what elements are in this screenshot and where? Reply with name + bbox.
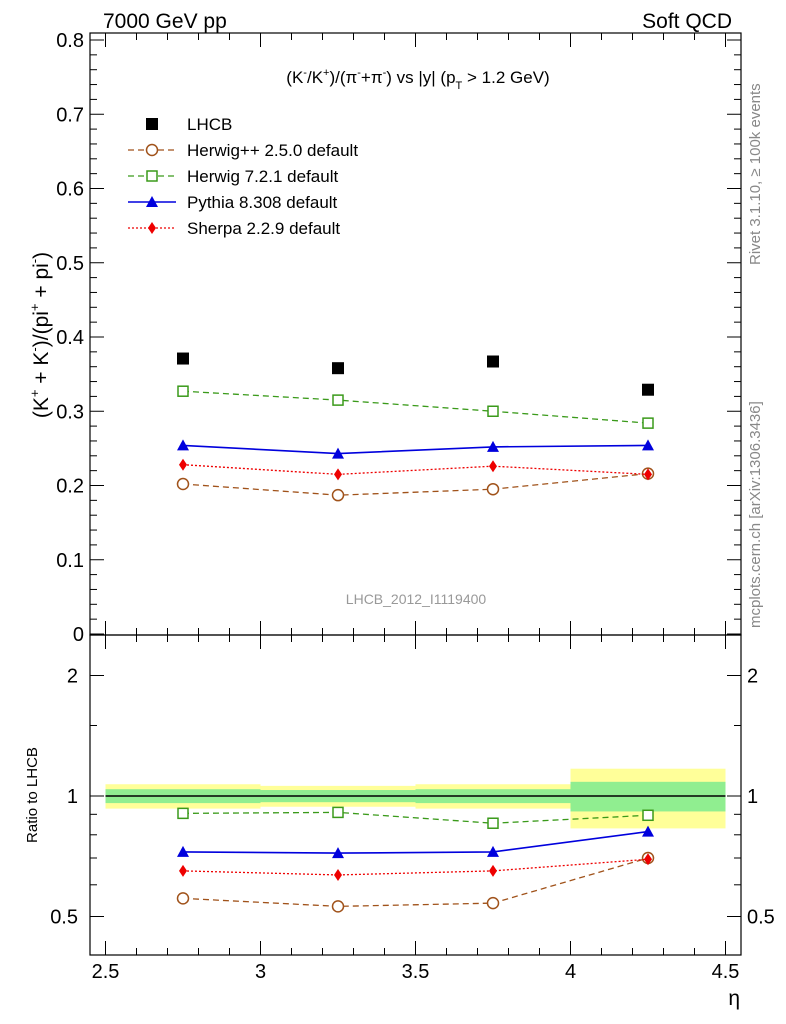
ratio-bands: [105, 768, 726, 829]
legend-label-herwigpp: Herwig++ 2.5.0 default: [187, 141, 358, 160]
ratio-point-herwig7: [177, 807, 189, 820]
y-tick-label: 0.3: [56, 401, 84, 423]
x-tick-label: 4: [565, 961, 576, 983]
ratio-line-sherpa: [182, 858, 649, 876]
ratio-point-sherpa: [334, 868, 342, 881]
data-point-lhcb: [487, 355, 499, 368]
data-point-lhcb: [177, 352, 189, 365]
y-tick-label: 0.1: [56, 550, 84, 572]
data-point-sherpa: [489, 460, 497, 473]
x-tick-label: 3.5: [402, 961, 430, 983]
main-series: [176, 352, 655, 502]
ratio-point-pythia: [642, 825, 654, 837]
x-tick-label: 4.5: [712, 961, 740, 983]
ratio-point-pythia: [487, 845, 499, 857]
y-tick-label: 0.6: [56, 179, 84, 201]
analysis-watermark: LHCB_2012_I1119400: [346, 591, 487, 607]
ratio-point-herwig7: [487, 817, 499, 829]
header-right: Soft QCD: [642, 10, 732, 33]
data-point-herwigpp: [331, 488, 345, 502]
x-axis-label: η: [728, 987, 740, 1010]
data-point-pythia: [332, 447, 344, 459]
data-point-herwigpp: [486, 482, 500, 496]
legend-label-herwig7: Herwig 7.2.1 default: [187, 167, 338, 186]
series-line-sherpa: [182, 464, 649, 476]
ratio-point-herwig7: [642, 809, 654, 822]
data-point-herwig7: [642, 417, 654, 429]
data-point-sherpa: [179, 458, 187, 471]
plot-title: (K-/K+)/(π-+π-) vs |y| (pT > 1.2 GeV): [286, 67, 549, 92]
ratio-point-pythia: [177, 845, 189, 857]
x-tick-label: 2.5: [92, 961, 120, 983]
ratio-point-sherpa: [179, 864, 187, 877]
data-point-sherpa: [644, 468, 652, 481]
y-tick-label: 0: [73, 624, 84, 646]
data-point-pythia: [642, 439, 654, 451]
ratio-y-tick-label: 0.5: [50, 907, 78, 929]
ratio-y-tick-label-right: 0.5: [747, 907, 775, 929]
ratio-line-pythia: [182, 830, 649, 854]
mcplots-label: mcplots.cern.ch [arXiv:1306.3436]: [747, 401, 764, 628]
legend-marker-herwigpp: [145, 143, 159, 157]
series-line-herwigpp: [182, 472, 649, 496]
legend-label-sherpa: Sherpa 2.2.9 default: [187, 219, 340, 238]
ratio-line-herwigpp: [182, 857, 649, 908]
data-point-herwig7: [487, 405, 499, 417]
data-point-sherpa: [334, 468, 342, 481]
ratio-y-tick-label: 1: [67, 786, 78, 808]
legend-marker-sherpa: [148, 222, 156, 234]
data-point-herwigpp: [176, 477, 190, 491]
legend-marker-lhcb: [146, 118, 158, 130]
series-line-pythia: [182, 444, 649, 455]
data-point-lhcb: [332, 362, 344, 375]
data-point-pythia: [487, 440, 499, 452]
legend-marker-herwig7: [146, 170, 158, 182]
y-tick-label: 0.4: [56, 327, 84, 349]
series-line-herwig7: [182, 390, 649, 424]
ratio-y-tick-label-right: 2: [747, 666, 758, 688]
rivet-label: Rivet 3.1.10, ≥ 100k events: [747, 83, 764, 265]
data-point-herwig7: [332, 394, 344, 406]
data-point-lhcb: [642, 383, 654, 396]
legend-label-lhcb: LHCB: [187, 115, 232, 134]
main-ylabel: (K+ + K-)/(pi+ + pi-): [27, 252, 53, 418]
ratio-axes: 2.5 3 3.5 4 4.5 0.5 0.5 1 1 2 2: [50, 635, 775, 983]
legend: LHCB Herwig++ 2.5.0 default Herwig 7.2.1 d…: [128, 115, 358, 238]
ratio-point-sherpa: [489, 864, 497, 877]
ratio-point-herwig7: [332, 806, 344, 819]
ratio-point-herwigpp: [176, 892, 190, 905]
legend-marker-pythia: [146, 196, 158, 207]
main-axes: 0 0.1 0.2 0.3 0.4 0.5 0.6 0.7 0.8: [56, 30, 741, 646]
y-tick-label: 0.5: [56, 253, 84, 275]
y-tick-label: 0.2: [56, 476, 84, 498]
ratio-ylabel: Ratio to LHCB: [24, 747, 41, 843]
data-point-pythia: [177, 439, 189, 451]
ratio-y-tick-label: 2: [67, 666, 78, 688]
data-point-herwig7: [177, 385, 189, 397]
y-tick-label: 0.8: [56, 30, 84, 52]
legend-label-pythia: Pythia 8.308 default: [187, 193, 338, 212]
ratio-y-tick-label-right: 1: [747, 786, 758, 808]
y-tick-label: 0.7: [56, 104, 84, 126]
ratio-line-herwig7: [182, 811, 649, 824]
header-left: 7000 GeV pp: [103, 10, 227, 33]
ratio-point-sherpa: [644, 853, 652, 866]
x-tick-label: 3: [255, 961, 266, 983]
ratio-point-herwigpp: [486, 896, 500, 910]
ratio-point-herwigpp: [331, 900, 345, 913]
ratio-point-pythia: [332, 847, 344, 859]
ratio-series: [176, 806, 655, 913]
